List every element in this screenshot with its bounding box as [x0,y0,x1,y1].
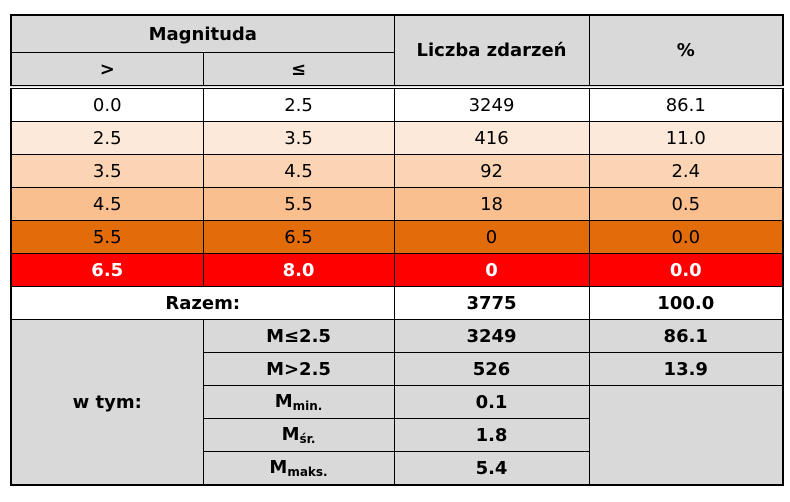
symbol: M [274,391,293,412]
cell: 86.1 [588,86,784,122]
cell: 2.5 [202,86,395,122]
cell: 11.0 [588,121,784,155]
data-row: 6.5 8.0 0 0.0 [10,253,784,287]
breakdown-count: 3249 [393,319,590,353]
cell: 6.5 [202,220,395,254]
cell: 5.5 [10,220,204,254]
cell: 5.5 [202,187,395,221]
cell: 0.0 [10,86,204,122]
header-cell: % [588,14,784,89]
cell: 0.5 [588,187,784,221]
header-row: > ≤ [10,52,783,89]
cell: 4.5 [202,154,395,188]
subscript: min. [292,399,323,413]
breakdown-label: w tym: [10,319,204,486]
total-pct: 100.0 [588,286,784,320]
data-row: 0.0 2.5 3249 86.1 [10,86,784,122]
breakdown-row: w tym: M≤2.5 3249 86.1 [10,319,784,486]
breakdown-name: M≤2.5 [202,319,395,353]
cell: 3.5 [10,154,204,188]
cell: 0.0 [588,253,784,287]
empty-cell [588,385,784,486]
cell: 3.5 [202,121,395,155]
cell: 4.5 [10,187,204,221]
symbol: M [269,457,288,478]
cell: 416 [393,121,590,155]
breakdown-count: 1.8 [393,418,590,452]
data-row: 5.5 6.5 0 0.0 [10,220,784,254]
breakdown-pct: 86.1 [588,319,784,353]
breakdown-name: Mmaks. [202,451,395,486]
cell: 3249 [393,86,590,122]
data-row: 3.5 4.5 92 2.4 [10,154,784,188]
table-body: Magnituda Liczba zdarzeń % > ≤ 0.0 2.5 324… [10,14,784,486]
magnitude-table: Magnituda Liczba zdarzeń % > ≤ 0.0 2.5 324… [10,14,785,486]
cell: 8.0 [202,253,395,287]
cell: 0 [393,253,590,287]
header-cell: Liczba zdarzeń [393,14,590,89]
symbol: M [281,424,300,445]
breakdown-name: Mmin. [202,385,395,419]
cell: 0 [393,220,590,254]
header-cell: ≤ [202,52,395,89]
breakdown-name: Mśr. [202,418,395,452]
total-label: Razem: [10,286,395,320]
breakdown-pct: 13.9 [588,352,784,386]
data-row: 2.5 3.5 416 11.0 [10,121,784,155]
cell: 92 [393,154,590,188]
total-count: 3775 [393,286,590,320]
breakdown-count: 5.4 [393,451,590,486]
total-row: Razem: 3775 100.0 [10,286,784,320]
breakdown-count: 526 [393,352,590,386]
breakdown-count: 0.1 [393,385,590,419]
cell: 2.5 [10,121,204,155]
breakdown-name: M>2.5 [202,352,395,386]
subscript: śr. [299,432,316,446]
cell: 0.0 [588,220,784,254]
header-row: Magnituda Liczba zdarzeń % [10,14,784,89]
cell: 2.4 [588,154,784,188]
cell: 18 [393,187,590,221]
subscript: maks. [287,465,328,479]
header-cell: Magnituda [10,14,395,53]
cell: 6.5 [10,253,204,287]
header-cell: > [10,52,204,89]
data-row: 4.5 5.5 18 0.5 [10,187,784,221]
